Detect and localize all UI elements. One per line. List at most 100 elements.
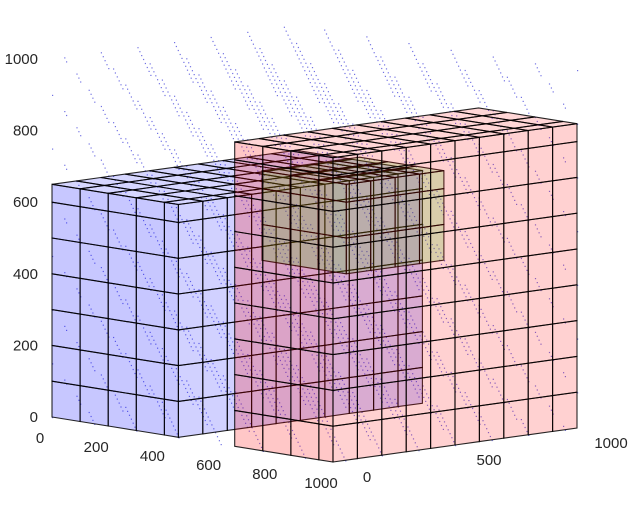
- scatter-point: [484, 209, 486, 211]
- scatter-point: [172, 156, 175, 159]
- box-cell: [405, 411, 432, 453]
- scatter-point: [407, 426, 409, 428]
- scatter-point: [279, 198, 281, 200]
- scatter-point: [192, 242, 194, 244]
- scatter-point: [274, 91, 277, 93]
- scatter-point: [315, 74, 317, 77]
- scatter-point: [395, 195, 397, 197]
- scatter-point: [277, 344, 279, 346]
- scatter-point: [246, 372, 248, 375]
- scatter-point: [90, 201, 92, 203]
- scatter-point: [144, 224, 146, 226]
- scatter-point: [116, 291, 118, 293]
- scatter-point: [250, 147, 253, 149]
- scatter-point: [482, 312, 484, 314]
- scatter-point: [378, 286, 380, 288]
- scatter-point: [506, 237, 508, 239]
- scatter-point: [489, 435, 491, 438]
- scatter-point: [503, 348, 505, 350]
- box-cell: [107, 246, 137, 288]
- scatter-point: [262, 289, 264, 291]
- scatter-point: [125, 245, 127, 247]
- scatter-point: [508, 349, 510, 351]
- scatter-point: [339, 233, 341, 235]
- scatter-point: [442, 202, 444, 204]
- scatter-point: [113, 229, 115, 231]
- scatter-point: [277, 398, 279, 400]
- scatter-point: [139, 319, 141, 321]
- scatter-point: [317, 347, 319, 349]
- scatter-point: [88, 358, 90, 360]
- scatter-point: [430, 144, 432, 146]
- scatter-point: [188, 288, 190, 290]
- scatter-point: [368, 362, 370, 364]
- scatter-point: [355, 96, 357, 98]
- scatter-point: [510, 138, 512, 140]
- scatter-point: [463, 184, 465, 186]
- scatter-point: [335, 214, 337, 216]
- scatter-point: [199, 300, 201, 302]
- scatter-point: [363, 254, 365, 256]
- scatter-point: [66, 222, 68, 224]
- scatter-point: [247, 365, 250, 367]
- scatter-point: [289, 164, 291, 167]
- scatter-point: [512, 357, 514, 359]
- scatter-point: [426, 339, 428, 341]
- scatter-point: [456, 383, 458, 385]
- scatter-point: [316, 301, 318, 303]
- scatter-point: [459, 338, 461, 340]
- scatter-point: [393, 352, 395, 354]
- scatter-point: [258, 55, 260, 57]
- scatter-point: [357, 296, 359, 298]
- scatter-point: [355, 292, 358, 294]
- box-cell: [356, 168, 383, 209]
- scatter-point: [207, 362, 209, 364]
- scatter-point: [341, 218, 344, 220]
- scatter-point: [326, 367, 328, 369]
- scatter-point: [349, 341, 351, 343]
- scatter-point: [245, 315, 247, 317]
- scatter-point: [409, 215, 411, 217]
- box-cell: [478, 401, 505, 443]
- scatter-point: [255, 166, 257, 168]
- scatter-point: [564, 107, 566, 109]
- scatter-point: [498, 175, 500, 177]
- scatter-point: [390, 409, 392, 411]
- scatter-point: [382, 340, 385, 342]
- scatter-point: [191, 392, 193, 394]
- scatter-point: [354, 407, 356, 409]
- scatter-point: [329, 382, 331, 384]
- box-cell: [51, 201, 81, 244]
- scatter-point: [498, 390, 500, 392]
- scatter-point: [167, 145, 169, 147]
- box-cell: [527, 323, 554, 364]
- scatter-point: [264, 328, 267, 330]
- scatter-point: [279, 348, 281, 350]
- scatter-point: [174, 310, 176, 312]
- scatter-point: [263, 109, 265, 111]
- box-cell: [318, 351, 334, 392]
- scatter-point: [311, 85, 313, 88]
- scatter-point: [407, 265, 409, 267]
- scatter-point: [146, 120, 148, 122]
- scatter-point: [297, 369, 299, 371]
- scatter-point: [424, 67, 426, 69]
- scatter-point: [564, 429, 566, 431]
- scatter-point: [280, 245, 283, 247]
- box-cell: [478, 151, 505, 192]
- scatter-point: [436, 83, 438, 85]
- scatter-point: [466, 73, 468, 76]
- scatter-point: [310, 128, 312, 130]
- scatter-point: [128, 361, 131, 363]
- scatter-point: [563, 211, 565, 213]
- scatter-point: [277, 290, 279, 293]
- scatter-point: [255, 381, 257, 383]
- scatter-point: [550, 409, 552, 411]
- scatter-point: [160, 301, 162, 303]
- scatter-point: [370, 109, 372, 111]
- scatter-point: [273, 87, 275, 89]
- scatter-point: [382, 179, 385, 181]
- scatter-point: [426, 232, 428, 234]
- scatter-point: [225, 390, 227, 392]
- scatter-point: [64, 379, 66, 381]
